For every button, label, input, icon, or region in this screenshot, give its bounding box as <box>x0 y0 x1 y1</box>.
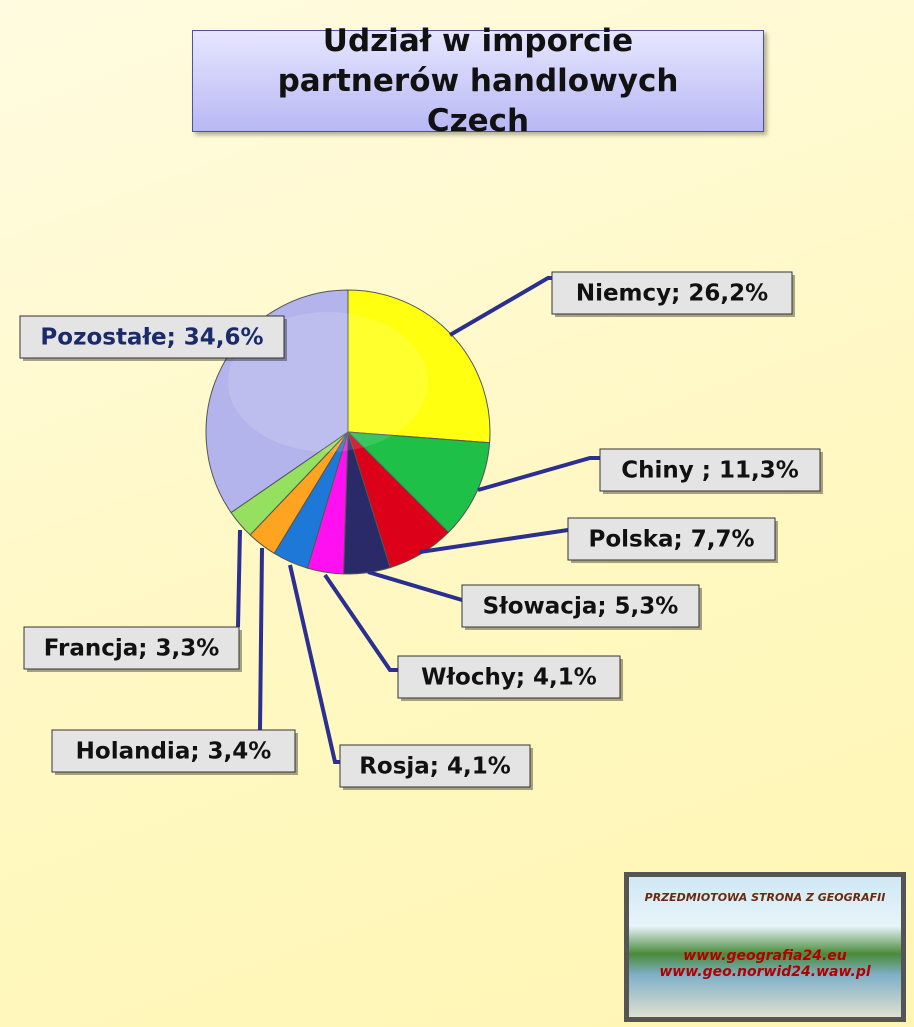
pie-slice <box>346 431 491 534</box>
label-box <box>339 744 531 788</box>
leader-line <box>448 276 552 337</box>
label-box <box>599 448 821 492</box>
chart: Niemcy; 26,2% Chiny ; 11,3% Polska; 7,7% Sł… <box>19 271 823 790</box>
leader-line <box>367 570 463 602</box>
leader-line <box>323 573 398 672</box>
label-box <box>461 584 700 628</box>
label-box <box>19 315 285 359</box>
label-box <box>23 626 240 670</box>
data-label: Holandia; 3,4% <box>76 739 272 765</box>
leader-line <box>477 456 600 492</box>
leader-line <box>419 528 569 554</box>
logo-text: PRZEDMIOTOWA STRONA Z GEOGRAFII <box>644 891 886 904</box>
data-label: Niemcy; 26,2% <box>576 281 768 307</box>
label-box <box>567 517 776 561</box>
data-label: Francja; 3,3% <box>44 636 220 662</box>
data-label: Pozostałe; 34,6% <box>40 325 263 351</box>
data-label: Polska; 7,7% <box>588 527 754 553</box>
data-label: Włochy; 4,1% <box>421 665 597 691</box>
logo-text: www.geo.norwid24.waw.pl <box>659 964 871 980</box>
leader-line <box>258 547 264 731</box>
label-box <box>551 271 793 315</box>
leader-line <box>288 564 340 764</box>
label-box <box>397 655 621 699</box>
leader-line <box>236 529 242 628</box>
data-label: Słowacja; 5,3% <box>483 594 679 620</box>
label-box <box>51 729 296 773</box>
data-label: Rosja; 4,1% <box>359 754 511 780</box>
data-label: Chiny ; 11,3% <box>621 458 799 484</box>
logo-text: www.geografia24.eu <box>683 948 847 964</box>
logo: PRZEDMIOTOWA STRONA Z GEOGRAFII www.geog… <box>624 872 906 1022</box>
